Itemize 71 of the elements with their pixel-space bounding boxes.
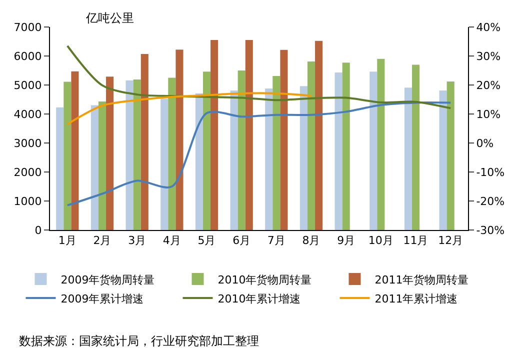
bar: [334, 72, 342, 230]
y-axis-title: 亿吨公里: [85, 11, 134, 25]
bar: [160, 98, 168, 230]
y2-tick-label: 30%: [476, 50, 501, 63]
bar: [412, 64, 420, 230]
bar: [238, 70, 246, 230]
bar: [315, 40, 323, 230]
legend-label: 2010年累计增速: [218, 292, 301, 306]
bar: [126, 80, 134, 230]
legend-label: 2010年货物周转量: [218, 273, 312, 286]
y2-tick-label: 20%: [476, 78, 501, 92]
source-note: 数据来源：国家统计局，行业研究部加工整理: [19, 334, 259, 348]
x-tick-label: 7月: [267, 234, 286, 248]
y-tick-label: 0: [34, 224, 42, 237]
y-tick-label: 4000: [14, 108, 42, 121]
legend-label: 2009年累计增速: [60, 292, 144, 306]
y-tick-label: 6000: [14, 50, 42, 63]
y2-tick-label: -30%: [476, 224, 505, 237]
bar: [98, 102, 106, 230]
y-tick-label: 5000: [14, 78, 42, 92]
bar: [176, 50, 184, 230]
bar: [404, 88, 412, 230]
x-tick-label: 8月: [302, 234, 320, 248]
y2-tick-label: -10%: [476, 166, 505, 179]
x-tick-label: 12月: [438, 234, 464, 248]
bar: [106, 76, 114, 230]
bar: [370, 72, 378, 230]
x-tick-label: 3月: [128, 234, 146, 248]
x-tick-label: 2月: [93, 234, 112, 248]
x-tick-label: 4月: [162, 234, 181, 248]
bar: [439, 90, 447, 230]
line-series: [66, 102, 452, 206]
bar: [140, 54, 148, 230]
x-tick-label: 5月: [198, 234, 216, 248]
line-series: [66, 44, 452, 110]
bar: [195, 93, 203, 230]
bar: [133, 79, 141, 230]
legend-label: 2011年货物周转量: [374, 273, 469, 286]
y2-tick-label: 0%: [476, 136, 494, 150]
bar: [64, 82, 72, 230]
x-tick-label: 1月: [58, 234, 76, 248]
bar: [377, 58, 385, 230]
bar: [90, 105, 98, 230]
bar: [245, 40, 253, 230]
bar: [230, 90, 238, 230]
bar: [265, 88, 273, 230]
line-series: [66, 92, 312, 126]
bar: [280, 50, 288, 230]
y2-tick-label: 40%: [476, 20, 501, 34]
bar: [342, 62, 350, 230]
legend-label: 2011年累计增速: [374, 292, 458, 306]
bar: [300, 86, 308, 230]
y-tick-label: 1000: [14, 194, 42, 208]
bar: [446, 82, 454, 230]
y2-tick-label: -20%: [476, 194, 505, 208]
x-tick-label: 11月: [403, 234, 428, 248]
bar: [272, 76, 280, 230]
x-tick-label: 10月: [368, 234, 394, 248]
bar: [71, 71, 79, 230]
bar: [56, 107, 64, 230]
y-tick-label: 3000: [14, 136, 42, 150]
x-tick-label: 6月: [232, 234, 251, 248]
bar: [202, 72, 211, 230]
y-tick-label: 2000: [14, 166, 42, 179]
legend-label: 2009年货物周转量: [60, 273, 155, 286]
bar: [168, 78, 176, 230]
x-tick-label: 9月: [337, 234, 356, 248]
y-tick-label: 7000: [14, 20, 42, 34]
bar: [307, 62, 316, 230]
bar: [210, 40, 218, 230]
y2-tick-label: 10%: [476, 108, 501, 121]
